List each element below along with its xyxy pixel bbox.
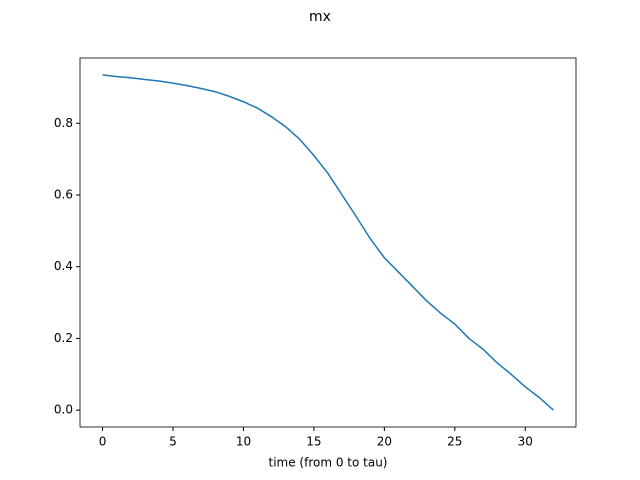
chart-title: mx: [309, 9, 331, 25]
y-tick-label: 0.4: [54, 259, 73, 273]
x-tick-label: 30: [518, 435, 533, 449]
x-tick-label: 5: [169, 435, 177, 449]
x-axis-label: time (from 0 to tau): [268, 456, 387, 470]
y-tick-label: 0.0: [54, 403, 73, 417]
x-tick-label: 20: [377, 435, 392, 449]
y-tick-label: 0.2: [54, 331, 73, 345]
axes-frame: [79, 57, 577, 428]
y-tick-label: 0.6: [54, 187, 73, 201]
x-tick-label: 15: [306, 435, 321, 449]
x-tick-label: 25: [447, 435, 462, 449]
y-tick-label: 0.8: [54, 116, 73, 130]
x-tick-label: 10: [236, 435, 251, 449]
line-series: [102, 74, 554, 411]
x-tick-label: 0: [99, 435, 107, 449]
